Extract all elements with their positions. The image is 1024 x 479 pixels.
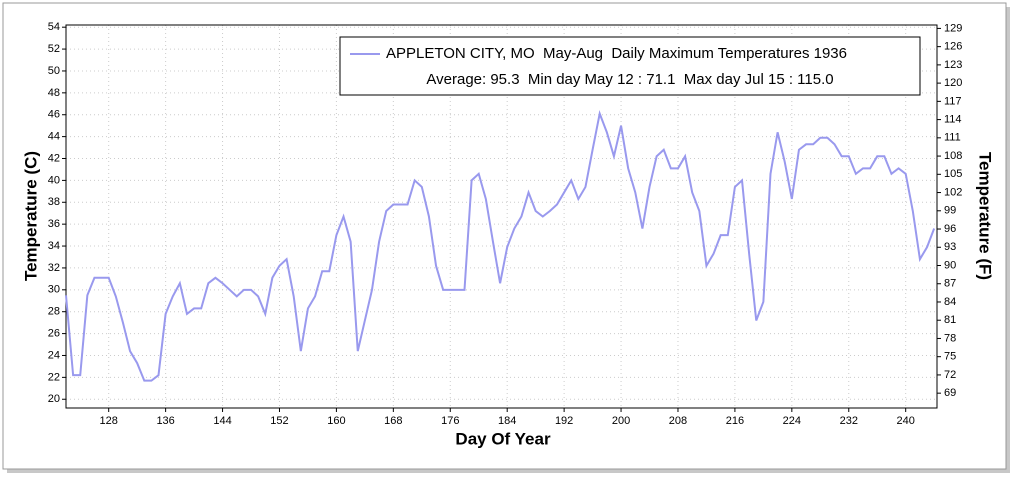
y2-tick-label: 123: [944, 59, 962, 71]
y2-tick-label: 72: [944, 369, 956, 381]
y2-tick-label: 75: [944, 351, 956, 363]
line-series: [65, 110, 936, 382]
y2-tick-label: 69: [944, 387, 956, 399]
x-tick-label: 240: [897, 415, 915, 427]
x-tick-label: 192: [555, 415, 573, 427]
y-tick-label: 24: [48, 349, 60, 361]
y2-tick-label: 84: [944, 296, 956, 308]
y2-tick-label: 126: [944, 41, 962, 53]
y2-tick-label: 111: [944, 132, 961, 144]
annotation: Average: 95.3 Min day May 12 : 71.1 Max …: [426, 71, 833, 88]
y-tick-label: 34: [48, 240, 60, 252]
y2-tick-label: 90: [944, 259, 956, 271]
y-tick-label: 48: [48, 87, 60, 99]
legend-label: APPLETON CITY, MO May-Aug Daily Maximum …: [386, 45, 847, 62]
y2-tick-label: 96: [944, 223, 956, 235]
x-tick-label: 144: [213, 415, 231, 427]
y-tick-label: 54: [48, 21, 60, 33]
x-tick-label: 208: [669, 415, 687, 427]
y-tick-label: 26: [48, 327, 60, 339]
y2-axis-label: Temperature (F): [976, 152, 995, 280]
x-tick-label: 224: [783, 415, 801, 427]
legend-box: [339, 36, 921, 96]
y-tick-label: 36: [48, 218, 60, 230]
y2-tick-label: 108: [944, 150, 962, 162]
y-tick-label: 38: [48, 196, 60, 208]
x-tick-label: 136: [156, 415, 174, 427]
plot-border: [65, 24, 938, 409]
x-tick-label: 200: [612, 415, 630, 427]
y-tick-label: 20: [48, 393, 60, 405]
y-tick-label: 40: [48, 174, 60, 186]
y2-tick-label: 81: [944, 314, 956, 326]
x-tick-label: 152: [270, 415, 288, 427]
y2-tick-label: 93: [944, 241, 956, 253]
y-tick-label: 32: [48, 262, 60, 274]
y-tick-label: 42: [48, 152, 60, 164]
x-tick-label: 216: [726, 415, 744, 427]
x-axis-label: Day Of Year: [455, 429, 551, 448]
y2-tick-label: 78: [944, 332, 956, 344]
y-axis-label: Temperature (C): [21, 151, 40, 281]
y2-tick-label: 102: [944, 186, 962, 198]
y-tick-label: 28: [48, 306, 60, 318]
x-tick-label: 168: [384, 415, 402, 427]
x-tick-label: 232: [840, 415, 858, 427]
y2-tick-label: 129: [944, 22, 962, 34]
y-tick-label: 50: [48, 65, 60, 77]
y2-tick-label: 120: [944, 77, 962, 89]
y2-tick-label: 105: [944, 168, 962, 180]
y-tick-label: 44: [48, 131, 60, 143]
x-tick-label: 184: [498, 415, 516, 427]
y-tick-label: 22: [48, 371, 60, 383]
y2-tick-label: 99: [944, 205, 956, 217]
y2-tick-label: 114: [944, 114, 962, 126]
y-tick-label: 52: [48, 43, 60, 55]
x-tick-label: 160: [327, 415, 345, 427]
y-tick-label: 46: [48, 109, 60, 121]
x-tick-label: 128: [100, 415, 118, 427]
y2-tick-label: 87: [944, 278, 956, 290]
y2-tick-label: 117: [944, 95, 962, 107]
x-tick-label: 176: [441, 415, 459, 427]
y-tick-label: 30: [48, 284, 60, 296]
